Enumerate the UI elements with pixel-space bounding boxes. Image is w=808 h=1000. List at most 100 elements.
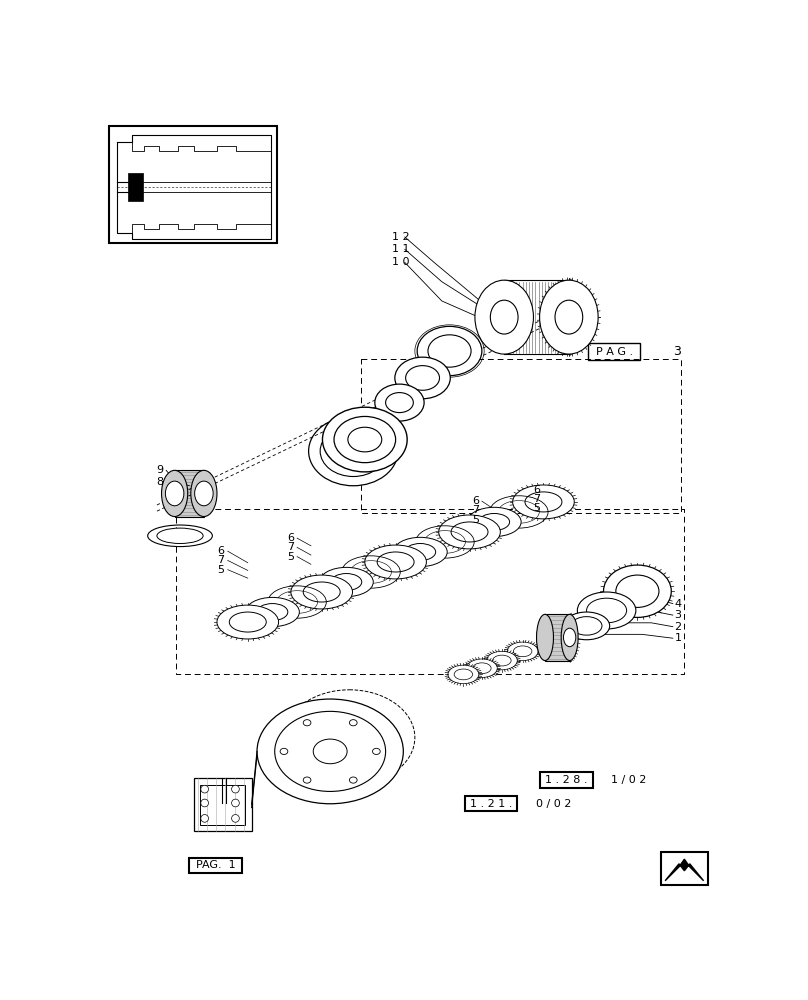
Ellipse shape [406,366,440,390]
Ellipse shape [232,785,239,793]
Ellipse shape [486,651,517,670]
Ellipse shape [331,574,362,590]
Ellipse shape [191,470,217,517]
Ellipse shape [512,485,574,519]
Ellipse shape [162,470,187,517]
Ellipse shape [563,612,610,640]
Bar [189,858,242,873]
Text: 1 1: 1 1 [392,244,410,254]
Text: 5: 5 [472,515,479,525]
Bar [541,772,593,788]
Text: 1 . 2 1 .: 1 . 2 1 . [470,799,512,809]
Text: 8: 8 [156,477,163,487]
Ellipse shape [616,575,659,607]
Ellipse shape [395,357,450,399]
Text: 6: 6 [533,485,541,495]
Bar [545,614,570,661]
Text: 3: 3 [673,345,680,358]
Ellipse shape [349,720,357,726]
Ellipse shape [417,326,482,376]
Text: 6: 6 [472,496,479,506]
Bar [128,173,143,201]
Ellipse shape [466,659,497,677]
Ellipse shape [303,582,340,602]
Ellipse shape [513,646,532,657]
Text: 5: 5 [287,552,294,562]
Ellipse shape [377,552,415,572]
Ellipse shape [555,300,583,334]
Ellipse shape [314,739,347,764]
Text: P A G .: P A G . [595,347,633,357]
Ellipse shape [493,655,511,666]
Text: 5: 5 [217,565,225,575]
Ellipse shape [201,799,208,807]
Ellipse shape [428,335,471,367]
Ellipse shape [309,416,398,486]
Ellipse shape [385,393,414,413]
Ellipse shape [320,426,386,477]
Text: 3: 3 [675,610,681,620]
Ellipse shape [451,522,488,542]
Ellipse shape [525,492,562,512]
Ellipse shape [540,280,598,354]
Text: 7: 7 [533,494,541,504]
Text: PAG.  1: PAG. 1 [196,860,235,870]
Ellipse shape [232,799,239,807]
Text: 1 . 2 8 .: 1 . 2 8 . [545,775,587,785]
Ellipse shape [201,785,208,793]
Text: 7: 7 [287,542,294,552]
Ellipse shape [348,427,381,452]
Text: 1 / 0 2: 1 / 0 2 [611,775,646,785]
Ellipse shape [201,815,208,822]
Ellipse shape [490,300,518,334]
Ellipse shape [303,720,311,726]
Ellipse shape [393,537,447,567]
Ellipse shape [562,614,578,661]
Text: 1: 1 [675,633,681,643]
Polygon shape [665,859,704,881]
Ellipse shape [563,628,576,647]
Ellipse shape [467,507,521,537]
Ellipse shape [405,544,436,560]
Ellipse shape [587,598,627,623]
Ellipse shape [475,280,533,354]
Ellipse shape [334,416,396,463]
Ellipse shape [166,481,184,506]
Ellipse shape [195,481,213,506]
Text: 2: 2 [675,622,681,632]
Ellipse shape [319,567,373,597]
Text: 7: 7 [217,555,225,565]
Ellipse shape [375,384,424,421]
Ellipse shape [229,612,267,632]
Ellipse shape [322,407,407,472]
Bar [588,343,641,360]
Bar [109,126,277,243]
Text: 4: 4 [675,599,681,609]
Ellipse shape [372,748,381,754]
Ellipse shape [257,604,288,620]
Text: 1 2: 1 2 [392,232,410,242]
Ellipse shape [439,515,500,549]
Ellipse shape [303,777,311,783]
Ellipse shape [257,699,403,804]
Bar [175,470,204,517]
Ellipse shape [537,614,553,661]
Text: 0 / 0 2: 0 / 0 2 [536,799,571,809]
Text: 1 0: 1 0 [392,257,410,267]
Ellipse shape [349,777,357,783]
Ellipse shape [479,513,510,530]
Text: 7: 7 [472,505,479,515]
Ellipse shape [454,669,473,680]
Ellipse shape [280,748,288,754]
Bar [465,796,517,811]
Ellipse shape [275,711,385,791]
Ellipse shape [217,605,279,639]
Ellipse shape [604,565,671,617]
Ellipse shape [291,575,352,609]
Ellipse shape [571,617,602,635]
Ellipse shape [448,665,479,684]
Ellipse shape [232,815,239,822]
Bar [200,785,245,825]
Bar [194,778,251,831]
Ellipse shape [365,545,427,579]
